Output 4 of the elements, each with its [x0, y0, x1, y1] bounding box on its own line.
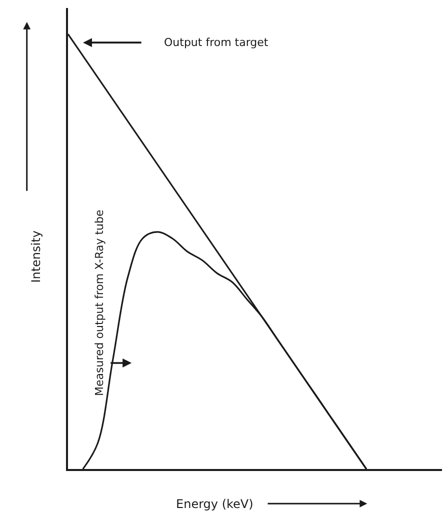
x-axis-title: Energy (keV) — [176, 497, 254, 511]
annotation: Measured output from X-Ray tube — [92, 210, 106, 396]
y-axis-title: Intensity — [28, 230, 43, 283]
annotation: Output from target — [164, 36, 269, 49]
